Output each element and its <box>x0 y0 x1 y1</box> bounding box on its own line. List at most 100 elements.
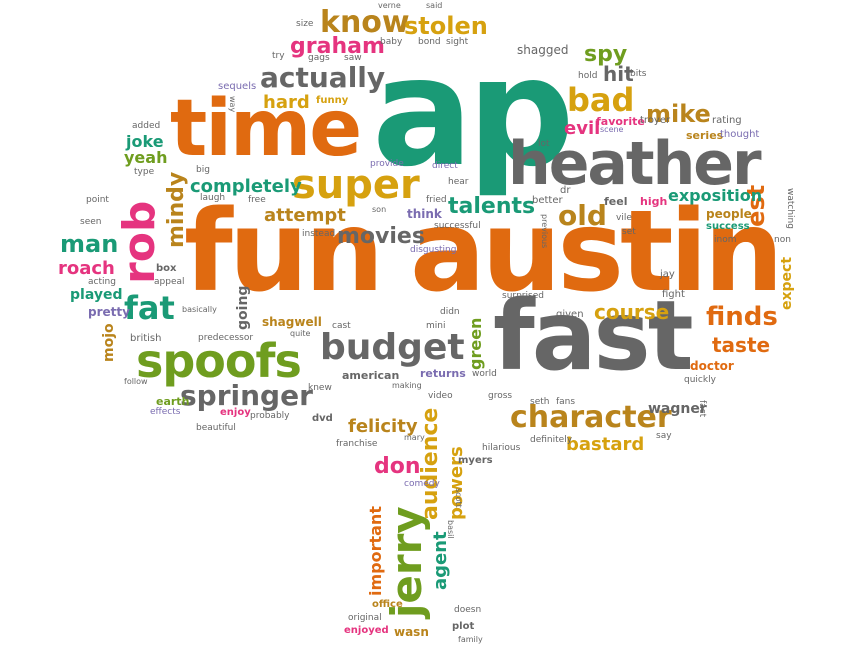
word-cast: cast <box>332 321 351 331</box>
word-returns: returns <box>420 367 466 380</box>
word-added: added <box>132 121 161 131</box>
word-completely: completely <box>190 176 302 197</box>
word-lot: lot <box>538 139 550 149</box>
word-ap: ap <box>372 26 575 200</box>
word-going: going <box>235 285 251 330</box>
word-effects: effects <box>150 407 181 417</box>
word-american: american <box>342 369 400 382</box>
word-scene: scene <box>600 125 624 134</box>
word-hear: hear <box>448 177 469 187</box>
word-direct: direct <box>432 161 458 171</box>
word-seth: seth <box>530 397 550 407</box>
word-plot: plot <box>452 621 475 632</box>
word-world: world <box>472 369 497 379</box>
word-way: way <box>228 96 237 113</box>
word-vile: vile <box>616 213 632 223</box>
word-predecessor: predecessor <box>198 333 254 343</box>
word-fact: fact <box>697 400 707 418</box>
word-sight: sight <box>446 37 469 47</box>
word-enjoy: enjoy <box>220 407 251 418</box>
word-know: know <box>320 5 410 40</box>
word-fans: fans <box>556 397 576 407</box>
word-success: success <box>706 221 750 232</box>
word-gags: gags <box>308 53 330 63</box>
word-jay: jay <box>660 269 675 280</box>
word-quickly: quickly <box>684 375 716 385</box>
word-roach: roach <box>58 258 115 279</box>
word-budget: budget <box>320 327 465 368</box>
word-people: people <box>706 207 752 221</box>
word-mini: mini <box>426 321 446 331</box>
word-gross: gross <box>488 391 513 401</box>
word-hilarious: hilarious <box>482 443 521 453</box>
word-time: time <box>170 84 362 174</box>
word-big: big <box>196 165 210 175</box>
word-wagner: wagner <box>648 401 707 417</box>
word-given: given <box>556 309 584 320</box>
word-felicity: felicity <box>348 416 418 437</box>
word-funny: funny <box>316 95 349 106</box>
word-graham: graham <box>290 34 385 59</box>
word-wasn: wasn <box>394 625 429 639</box>
word-mary: mary <box>404 433 425 442</box>
word-basil: basil <box>446 520 455 539</box>
word-beautiful: beautiful <box>196 423 236 433</box>
word-didn: didn <box>440 307 460 317</box>
word-earth: earth <box>156 395 190 408</box>
word-family: family <box>458 635 483 644</box>
word-important: important <box>366 506 385 596</box>
word-doesn: doesn <box>454 605 482 615</box>
word-think: think <box>407 207 442 221</box>
word-rating: rating <box>712 115 742 126</box>
word-thought: thought <box>720 129 760 140</box>
word-character: character <box>510 400 672 435</box>
word-doctor: doctor <box>690 359 734 373</box>
word-don: don <box>374 454 421 479</box>
word-exposition: exposition <box>668 186 763 205</box>
word-previous: previous <box>540 214 549 249</box>
word-shagged: shagged <box>517 43 569 57</box>
word-comedy: comedy <box>404 479 440 489</box>
word-shagwell: shagwell <box>262 315 322 329</box>
word-hold: hold <box>578 71 598 81</box>
word-hard: hard <box>263 92 310 113</box>
word-bastard: bastard <box>566 434 645 455</box>
word-mike: mike <box>646 100 711 128</box>
word-son: son <box>372 205 387 214</box>
word-finds: finds <box>706 302 778 332</box>
word-fried: fried <box>426 195 447 205</box>
word-course: course <box>594 300 670 324</box>
word-hit: hit <box>603 62 634 86</box>
word-agent: agent <box>430 531 451 590</box>
word-attempt: attempt <box>264 205 346 226</box>
word-stolen: stolen <box>404 12 488 40</box>
word-surprised: surprised <box>502 291 544 301</box>
word-baby: baby <box>380 37 403 47</box>
word-type: type <box>134 167 155 177</box>
word-series: series <box>686 129 724 142</box>
word-box: box <box>156 263 177 274</box>
word-british: british <box>130 333 162 344</box>
word-inom: inom <box>714 235 737 245</box>
word-green: green <box>466 317 485 370</box>
word-successful: successful <box>434 221 481 231</box>
word-audience: audience <box>418 407 443 520</box>
word-seen: seen <box>80 217 102 227</box>
word-free: free <box>248 195 266 205</box>
word-better: better <box>532 195 563 206</box>
word-yeah: yeah <box>124 148 168 167</box>
word-disgusting: disgusting <box>410 245 457 255</box>
word-springer: springer <box>180 379 313 412</box>
word-talents: talents <box>448 194 536 219</box>
word-feel: feel <box>604 195 628 208</box>
word-original: original <box>348 613 382 623</box>
word-mojo: mojo <box>101 323 117 362</box>
word-spoofs: spoofs <box>136 334 302 388</box>
word-try: try <box>272 51 285 61</box>
word-high: high <box>640 195 668 208</box>
word-troyer: troyer <box>640 115 671 126</box>
word-fight: fight <box>662 289 685 300</box>
word-office: office <box>372 599 403 610</box>
word-knew: knew <box>308 383 332 393</box>
